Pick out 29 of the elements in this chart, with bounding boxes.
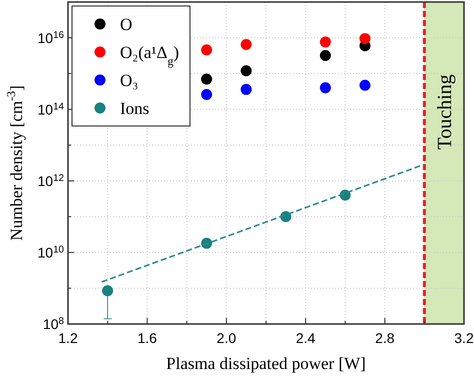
- x-tick-label: 1.6: [137, 330, 158, 346]
- point: [201, 74, 212, 85]
- legend-label: O₃: [120, 71, 138, 90]
- point: [201, 44, 212, 56]
- point: [360, 33, 370, 44]
- y-tick-label: 10$^{10}$: [38, 244, 65, 260]
- x-axis-title: Plasma dissipated power [W]: [166, 354, 366, 373]
- x-tick-label: 2.4: [296, 330, 316, 346]
- point: [240, 84, 252, 95]
- point: [240, 65, 252, 76]
- x-tick-label: 2.8: [375, 330, 395, 346]
- legend-label: O₂(a¹Δ$_{g}$): [120, 43, 180, 68]
- x-tick-label: 2.0: [216, 330, 236, 346]
- point: [320, 50, 331, 61]
- point: [360, 80, 370, 91]
- x-tick-label: 3.2: [454, 330, 474, 346]
- band-label: Touching: [434, 74, 456, 150]
- x-tick-label: 1.2: [58, 330, 78, 346]
- y-tick-label: 10$^{14}$: [38, 100, 65, 118]
- y-tick-label: 10$^{16}$: [38, 29, 65, 46]
- point: [320, 36, 331, 48]
- point: [102, 285, 114, 296]
- point: [201, 88, 212, 100]
- y-tick-label: 10$^{12}$: [38, 172, 64, 189]
- point: [240, 38, 252, 50]
- legend-label: Ions: [120, 99, 150, 118]
- legend-label: O: [120, 15, 132, 34]
- y-tick-label: 10$^{8}$: [42, 316, 65, 332]
- point: [320, 82, 331, 94]
